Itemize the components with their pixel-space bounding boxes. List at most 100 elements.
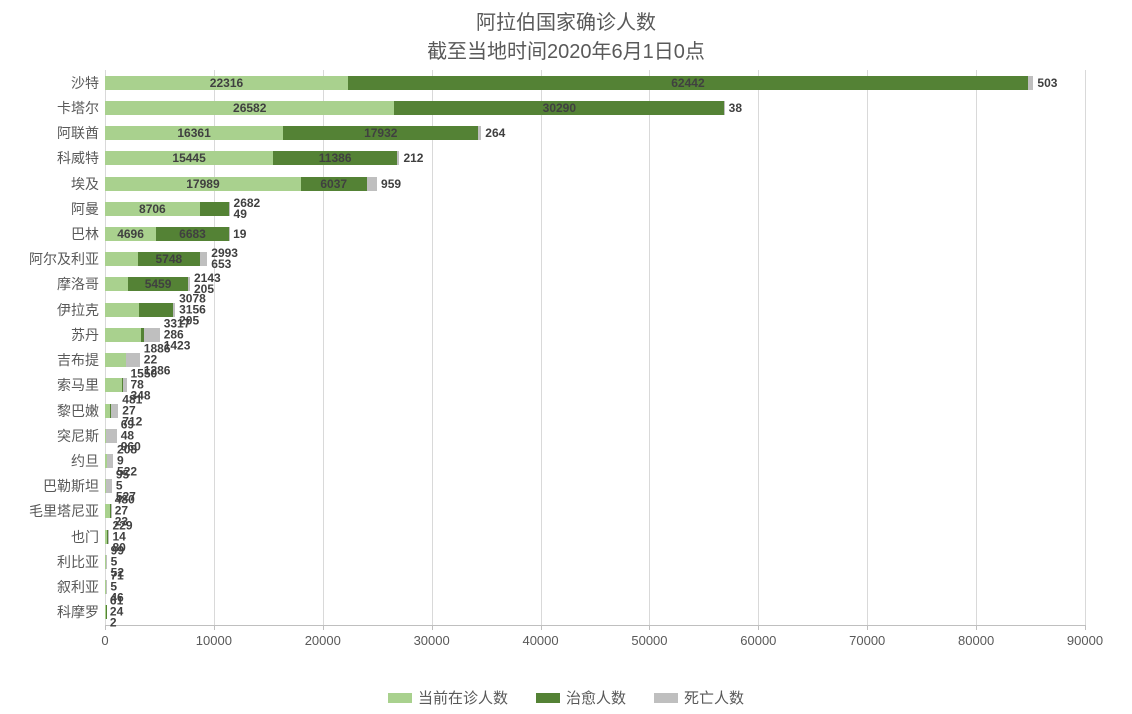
bar-segment-current_cases [105,252,138,266]
y-axis-label: 卡塔尔 [57,98,105,118]
bar-value-label: 2 [110,618,123,629]
bar-segment-current_cases [105,378,122,392]
title-line1: 阿拉伯国家确诊人数 [0,6,1132,35]
bar-row: 1636117932264 [105,126,481,140]
bar-segment-recovered: 5748 [138,252,201,266]
bar-row: 2231662442503 [105,76,1033,90]
bar-segment-current_cases: 22316 [105,76,348,90]
bar-value-label: 212 [403,151,423,165]
y-axis-label: 摩洛哥 [57,274,105,294]
bar-value-label: 15445 [172,151,205,165]
y-axis-label: 毛里塔尼亚 [29,501,105,521]
gridline [541,70,542,625]
bar-row: 179896037959 [105,177,377,191]
bar-segment-current_cases [105,328,141,342]
bar-segment-current_cases: 17989 [105,177,301,191]
x-tick-mark [1085,625,1086,630]
bar-value-label: 4696 [117,227,144,241]
y-axis-label: 科威特 [57,148,105,168]
legend-swatch [388,693,412,703]
bar-row: 6948960 [105,429,117,443]
bar-segment-current_cases: 16361 [105,126,283,140]
y-axis-label: 黎巴嫩 [57,401,105,421]
bar-value-label: 8706 [139,202,166,216]
bar-segment-recovered: 30290 [394,101,724,115]
bar-segment-current_cases [105,353,126,367]
bar-row: 71546 [105,580,106,594]
y-axis-label: 利比亚 [57,552,105,572]
bar-segment-deaths [126,353,140,367]
bar-value-label: 38 [729,101,742,115]
bar-value-label: 30290 [543,101,576,115]
legend-item: 当前在诊人数 [388,687,508,708]
bar-value-label: 22316 [210,76,243,90]
bar-segment-recovered: 17932 [283,126,478,140]
bar-value-label: 5748 [156,252,183,266]
bar-row: 1886221286 [105,353,140,367]
bar-segment-deaths [478,126,481,140]
bar-row: 2291480 [105,530,108,544]
bar-segment-recovered [200,202,229,216]
bar-segment-current_cases: 15445 [105,151,273,165]
bar-value-label: 17932 [364,126,397,140]
bar-segment-deaths [106,429,116,443]
bar-segment-recovered: 62442 [348,76,1028,90]
y-axis-label: 巴勒斯坦 [43,476,105,496]
bar-segment-recovered: 11386 [273,151,397,165]
bar-row: 33172861423 [105,328,160,342]
bar-row: 48127712 [105,404,118,418]
y-axis-label: 索马里 [57,375,105,395]
bar-segment-recovered: 6683 [156,227,229,241]
gridline [649,70,650,625]
legend-item: 治愈人数 [536,687,626,708]
bar-row: 1544511386212 [105,151,399,165]
bar-segment-current_cases: 8706 [105,202,200,216]
bar-value-label: 49 [234,209,261,220]
y-axis-label: 叙利亚 [57,577,105,597]
bar-segment-deaths [1028,76,1033,90]
y-axis-label: 突尼斯 [57,426,105,446]
y-axis-label: 巴林 [71,224,105,244]
bar-value-label: 6037 [320,177,347,191]
bar-row: 4696668319 [105,227,229,241]
bar-segment-current_cases: 26582 [105,101,394,115]
x-tick-label: 20000 [305,633,341,648]
bar-segment-current_cases [105,277,128,291]
title-line2: 截至当地时间2020年6月1日0点 [0,35,1132,64]
bar-value-label: 503 [1037,76,1057,90]
gridline [758,70,759,625]
y-axis-label: 阿联酋 [57,123,105,143]
bar-row: 2089522 [105,454,113,468]
gridline [867,70,868,625]
x-axis-line [105,625,1085,626]
bar-segment-recovered: 6037 [301,177,367,191]
y-axis-label: 也门 [71,527,105,547]
bar-value-label: 26582 [233,101,266,115]
plot-area: 0100002000030000400005000060000700008000… [105,70,1085,625]
bar-row: 99552 [105,555,107,569]
chart-title: 阿拉伯国家确诊人数 截至当地时间2020年6月1日0点 [0,0,1132,64]
x-tick-label: 50000 [631,633,667,648]
legend-label: 治愈人数 [566,687,626,708]
y-axis-label: 阿曼 [71,199,105,219]
x-tick-label: 30000 [414,633,450,648]
legend-swatch [536,693,560,703]
bar-row: 8706268249 [105,202,230,216]
bar-row: 155078348 [105,378,127,392]
x-tick-label: 10000 [196,633,232,648]
bar-value-label-stack: 61242 [106,596,123,629]
legend-label: 当前在诊人数 [418,687,508,708]
legend-item: 死亡人数 [654,687,744,708]
gridline [976,70,977,625]
bar-row: 30783156205 [105,303,175,317]
bar-segment-deaths [200,252,207,266]
legend: 当前在诊人数 治愈人数 死亡人数 [0,687,1132,708]
bar-segment-deaths [397,151,399,165]
bar-value-label: 16361 [177,126,210,140]
bar-value-label: 62442 [671,76,704,90]
x-tick-label: 0 [101,633,108,648]
y-axis-label: 阿尔及利亚 [29,249,105,269]
bar-segment-recovered [139,303,173,317]
gridline [432,70,433,625]
bar-segment-deaths [144,328,159,342]
